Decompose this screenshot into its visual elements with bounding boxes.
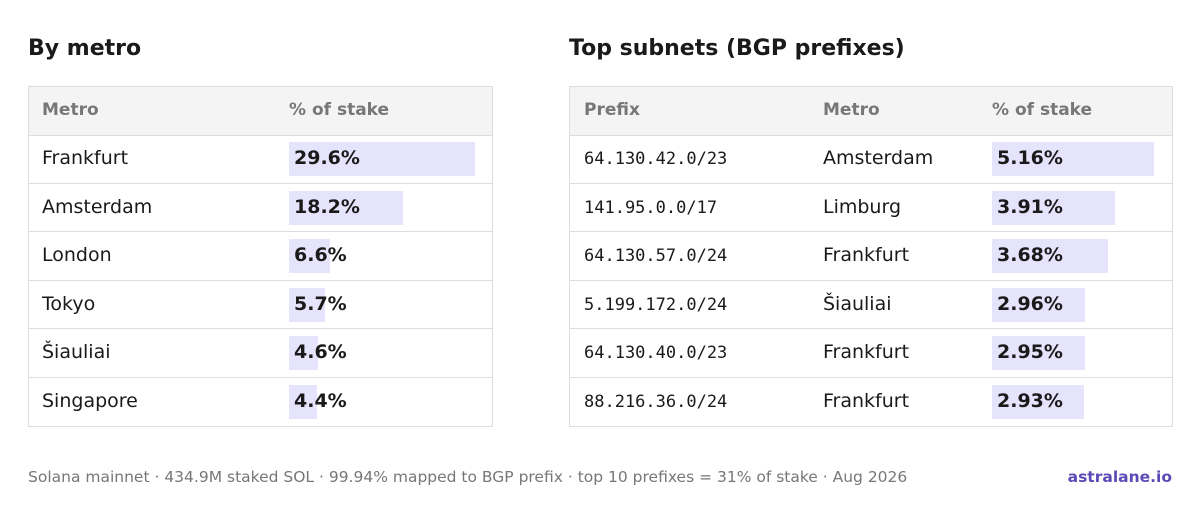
stake-value: 2.96%	[997, 292, 1063, 315]
prefix-cell: 5.199.172.0/24	[584, 294, 728, 315]
table-row: Amsterdam 18.2%	[29, 184, 492, 232]
table-row: 5.199.172.0/24 Šiauliai 2.96%	[570, 281, 1172, 329]
metro-cell: Singapore	[42, 389, 138, 412]
metro-table: Metro % of stake Frankfurt 29.6% Amsterdam 18…	[28, 86, 493, 427]
prefix-cell: 88.216.36.0/24	[584, 391, 728, 412]
metro-cell: Frankfurt	[42, 147, 129, 169]
table-row: 64.130.42.0/23 Amsterdam 5.16%	[570, 135, 1172, 184]
column-header: Metro	[42, 100, 99, 120]
table-row: 141.95.0.0/17 Limburg 3.91%	[570, 184, 1172, 232]
stake-bar	[289, 336, 318, 370]
subnet-table: Prefix Metro % of stake 64.130.42.0/23 Amste…	[569, 86, 1173, 427]
stake-bar	[992, 239, 1108, 273]
stake-value: 2.95%	[997, 341, 1063, 363]
stake-value: 5.7%	[294, 292, 347, 315]
metro-cell: Limburg	[823, 195, 902, 218]
metro-cell: Frankfurt	[823, 341, 910, 363]
stake-bar	[289, 142, 475, 176]
header-row: Prefix Metro % of stake	[570, 87, 1172, 136]
column-header: Metro	[823, 100, 880, 120]
table-row: Tokyo 5.7%	[29, 281, 492, 329]
stake-bar	[992, 190, 1115, 225]
table-row: Frankfurt 29.6%	[29, 135, 492, 184]
metro-cell: Amsterdam	[42, 195, 153, 218]
stake-bar	[992, 287, 1085, 322]
column-header: % of stake	[992, 100, 1093, 120]
metro-cell: Šiauliai	[823, 292, 892, 315]
column-header: % of stake	[289, 100, 390, 120]
stake-value: 6.6%	[294, 244, 347, 266]
metro-cell: London	[42, 244, 112, 266]
brand[interactable]: astralane.io	[1067, 468, 1172, 486]
table-row: 64.130.57.0/24 Frankfurt 3.68%	[570, 232, 1172, 281]
stake-value: 3.68%	[997, 244, 1063, 266]
stake-value: 3.91%	[997, 195, 1063, 218]
stake-bar	[992, 384, 1084, 419]
prefix-cell: 141.95.0.0/17	[584, 197, 718, 218]
table-row: Šiauliai 4.6%	[29, 329, 492, 378]
table-row: London 6.6%	[29, 232, 492, 281]
prefix-cell: 64.130.57.0/24	[584, 246, 728, 266]
footer-note: Solana mainnet · 434.9M staked SOL · 99.…	[28, 468, 908, 486]
table-row: Singapore 4.4%	[29, 378, 492, 427]
stake-bar	[992, 336, 1085, 370]
header-row: Metro % of stake	[29, 87, 492, 136]
prefix-cell: 64.130.42.0/23	[584, 149, 728, 169]
table-title: Top subnets (BGP prefixes)	[569, 36, 905, 61]
metro-cell: Frankfurt	[823, 244, 910, 266]
stake-bar	[289, 190, 404, 225]
stake-bar	[289, 239, 331, 273]
stake-bar	[289, 384, 317, 419]
table-row: 64.130.40.0/23 Frankfurt 2.95%	[570, 329, 1172, 378]
metro-cell: Amsterdam	[823, 147, 934, 169]
stake-bar	[289, 287, 325, 322]
stake-value: 2.93%	[997, 389, 1063, 412]
stake-value: 5.16%	[997, 147, 1063, 169]
stake-value: 18.2%	[294, 195, 360, 218]
stake-value: 29.6%	[294, 147, 360, 169]
table-title: By metro	[28, 36, 142, 61]
column-header: Prefix	[584, 100, 640, 120]
stake-bar	[992, 142, 1154, 176]
table-row: 88.216.36.0/24 Frankfurt 2.93%	[570, 378, 1172, 427]
metro-cell: Frankfurt	[823, 389, 910, 412]
prefix-cell: 64.130.40.0/23	[584, 343, 728, 363]
stake-value: 4.6%	[294, 341, 347, 363]
metro-cell: Šiauliai	[42, 341, 111, 363]
metro-cell: Tokyo	[42, 292, 96, 315]
stake-value: 4.4%	[294, 389, 347, 412]
